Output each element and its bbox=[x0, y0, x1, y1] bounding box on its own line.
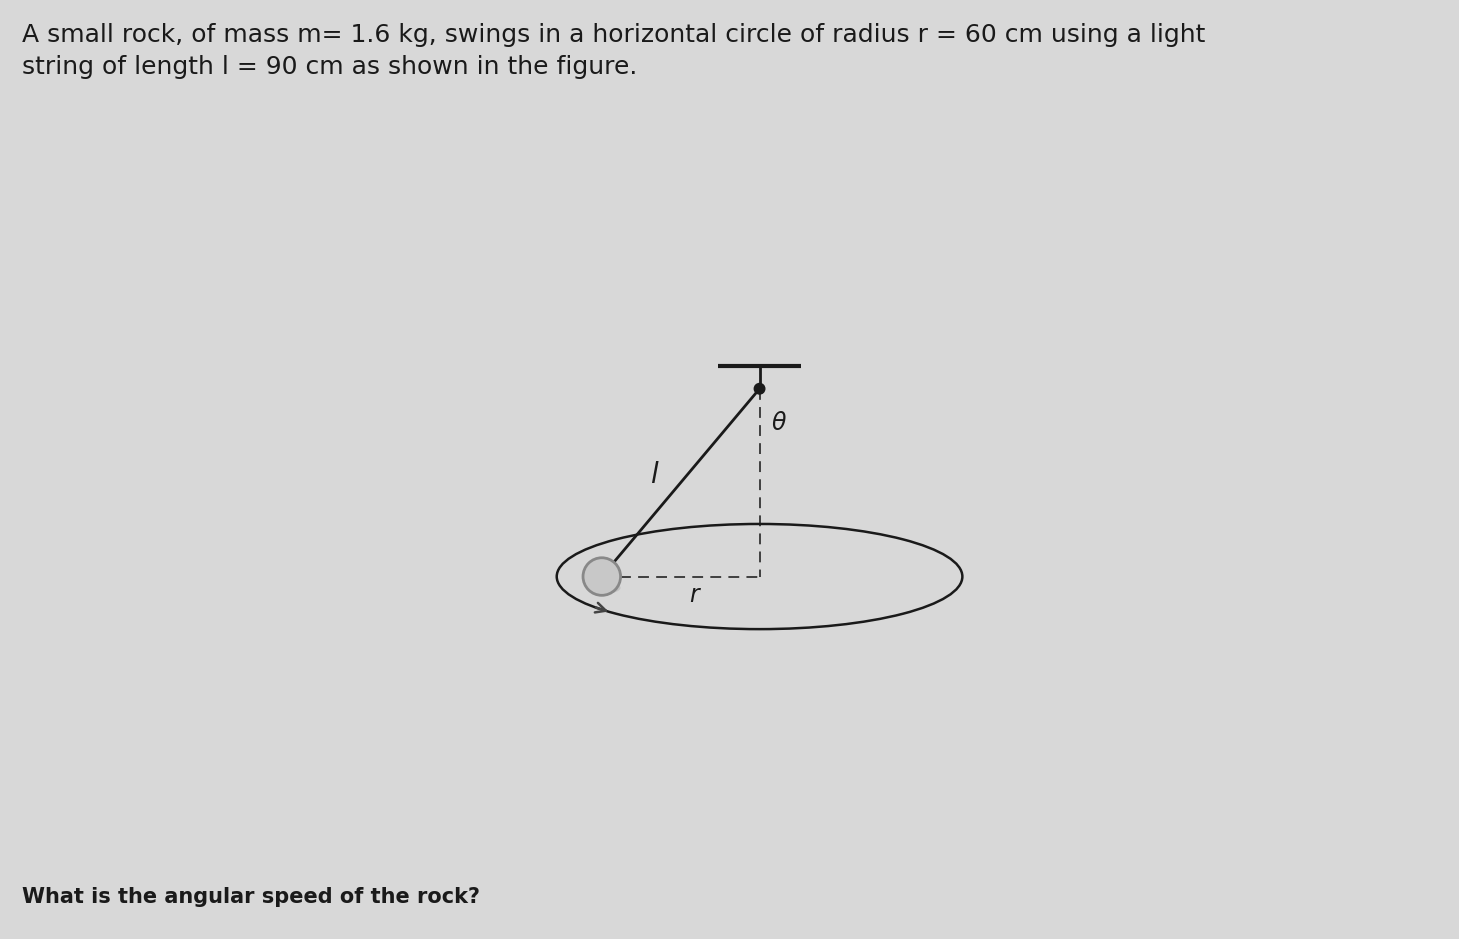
Text: What is the angular speed of the rock?: What is the angular speed of the rock? bbox=[22, 887, 480, 907]
Circle shape bbox=[754, 383, 765, 394]
Ellipse shape bbox=[591, 582, 620, 593]
Text: A small rock, of mass m= 1.6 kg, swings in a horizontal circle of radius r = 60 : A small rock, of mass m= 1.6 kg, swings … bbox=[22, 23, 1205, 79]
Text: $\theta$: $\theta$ bbox=[770, 410, 786, 435]
Text: $r$: $r$ bbox=[689, 583, 702, 608]
Text: $l$: $l$ bbox=[649, 461, 659, 489]
Circle shape bbox=[584, 558, 620, 595]
